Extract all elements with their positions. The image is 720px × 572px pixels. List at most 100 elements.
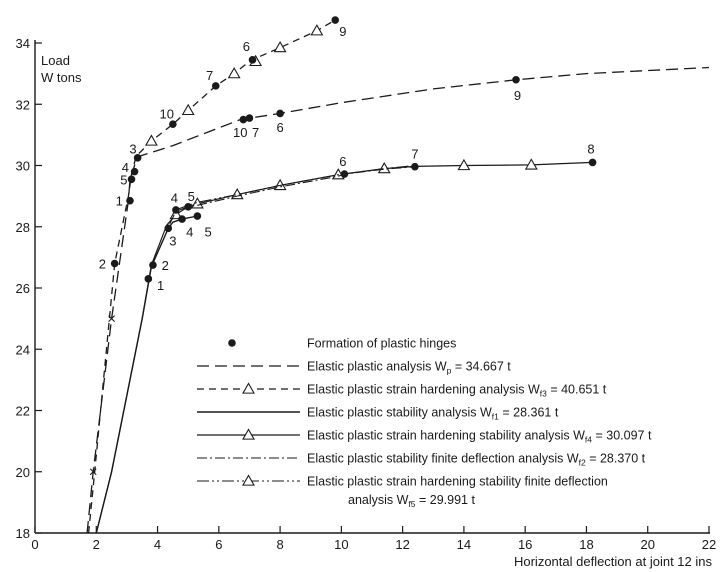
x-tick-label: 8 [276,537,283,552]
hinge-point [172,206,180,214]
legend-item-dashdot-triangle: Elastic plastic strain hardening stabili… [197,474,608,509]
legend-label: Formation of plastic hinges [307,337,456,351]
triangle-marker [273,40,287,53]
x-axis-label: Horizontal deflection at joint 12 ins [514,554,713,569]
hinge-label: 4 [122,160,129,175]
hinge-point [133,154,142,162]
legend: Formation of plastic hinges Elastic plast… [197,337,652,509]
legend-label: Elastic plastic strain hardening stabili… [307,475,608,489]
legend-label: Elastic plastic stability analysis Wf1 =… [307,406,559,422]
y-tick-label: 30 [16,159,30,174]
hinge-label: 3 [169,234,176,249]
legend-label: Elastic plastic analysis Wp = 34.667 t [307,360,511,376]
y-tick-label: 20 [16,465,30,480]
hinge-point [127,175,136,184]
triangle-marker [310,24,324,36]
legend-item-long-dash: Elastic plastic analysis Wp = 34.667 t [197,360,511,376]
x-tick-label: 22 [702,537,716,552]
legend-item-dashdot: Elastic plastic stability finite deflect… [197,452,646,468]
hinge-label: 10 [233,125,247,140]
hinge-label: 1 [116,194,123,209]
hinge-point [411,162,419,171]
hinge-label: 10 [160,106,174,121]
hinge-label: 5 [204,224,211,239]
hinge-label: 6 [276,120,283,135]
y-axis-label-line1: Load [41,53,70,68]
hinge-label: 6 [243,39,250,54]
hinge-label: 9 [339,24,346,39]
hinge-point [144,275,153,283]
x-tick-label: 14 [457,537,471,552]
x-tick-label: 2 [93,537,100,552]
hinge-label: 2 [99,257,106,272]
triangle-marker [144,134,158,146]
hinge-label: 5 [188,189,195,204]
series-line-dashdot-triangle [175,164,415,211]
triangle-marker [190,197,204,209]
hinge-label: 1 [157,278,164,293]
hinge-point [184,203,192,211]
hinge-point [239,115,248,124]
hinge-label: 7 [411,146,418,161]
legend-label: Elastic plastic strain hardening analysi… [307,383,607,399]
x-tick-label: 0 [31,537,38,552]
legend-triangle-symbol [242,474,255,486]
legend-triangle-symbol [242,382,255,394]
hinge-point [169,120,177,128]
hinge-label: 7 [252,125,259,140]
legend-item-hinge: Formation of plastic hinges [228,337,456,351]
legend-label-cont: analysis Wf5 = 29.991 t [348,493,475,509]
hinge-label: 5 [120,172,127,187]
series-line-solid-triangle [95,161,593,534]
series-line-dashdot [169,166,415,224]
hinge-point [164,224,173,233]
y-tick-label: 26 [16,281,30,296]
triangle-marker [227,67,241,79]
legend-hinge-symbol [228,339,236,347]
hinge-point [126,196,134,205]
hinge-point [331,16,340,24]
series-line-short-dash-triangle [87,19,336,534]
hinge-label: 7 [206,68,213,83]
x-tick-label: 20 [640,537,654,552]
hinge-label: 8 [587,142,594,157]
y-axis-label-line2: W tons [41,70,82,85]
x-tick-label: 4 [154,537,161,552]
hinge-point [512,75,520,84]
hinge-point [178,215,186,223]
y-tick-label: 22 [16,404,30,419]
legend-label: Elastic plastic strain hardening stabili… [307,429,652,445]
x-tick-label: 16 [518,537,532,552]
y-tick-label: 24 [16,342,30,357]
hinge-label: 6 [339,154,346,169]
hinge-label: 2 [162,258,169,273]
hinge-label: 4 [186,224,193,239]
triangle-marker [181,103,195,116]
hinge-point [130,167,139,176]
legend-item-short-dash-triangle: Elastic plastic strain hardening analysi… [197,382,607,399]
hinge-point [211,82,220,90]
hinge-point [248,56,257,64]
hinge-point [588,158,597,167]
legend-item-solid-triangle: Elastic plastic strain hardening stabili… [197,428,652,445]
hinge-point [245,114,254,122]
hinge-point [193,212,202,220]
hinge-label: 4 [171,191,178,206]
hinge-label: 9 [514,88,521,103]
legend-triangle-symbol [242,428,255,440]
x-tick-label: 12 [395,537,409,552]
y-tick-label: 28 [16,220,30,235]
x-tick-label: 10 [334,537,348,552]
x-tick-label: 18 [579,537,593,552]
y-tick-label: 32 [16,97,30,112]
hinge-label: 3 [129,142,136,157]
legend-item-solid: Elastic plastic stability analysis Wf1 =… [197,406,559,422]
hinge-point [340,170,349,178]
y-tick-label: 18 [16,526,30,541]
y-tick-label: 34 [16,36,30,51]
legend-label: Elastic plastic stability finite deflect… [307,452,646,468]
hinge-point [149,261,157,269]
